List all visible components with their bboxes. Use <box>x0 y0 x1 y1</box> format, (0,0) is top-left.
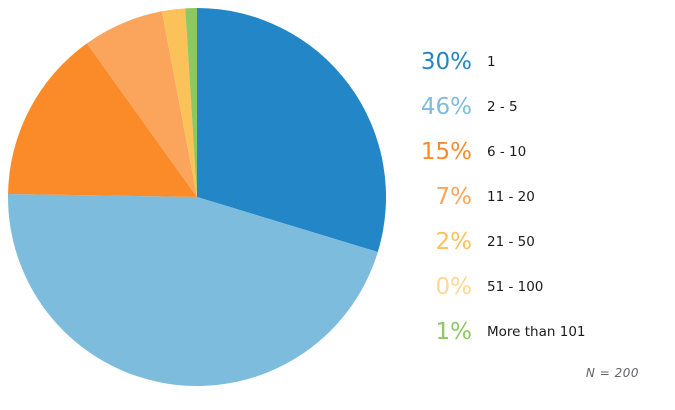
legend-percent: 15% <box>420 139 472 165</box>
pie-slice-1 <box>197 8 387 253</box>
pie-slice-2-5 <box>7 194 378 387</box>
legend-label: 1 <box>487 53 496 70</box>
legend-label: 51 - 100 <box>487 278 544 295</box>
legend: 30% 1 46% 2 - 5 15% 6 - 10 7% 11 - 20 2% 21 - 50 0… <box>408 40 586 355</box>
legend-label: 6 - 10 <box>487 143 527 160</box>
legend-row: 46% 2 - 5 <box>408 85 586 130</box>
legend-percent: 46% <box>420 94 472 120</box>
legend-row: 30% 1 <box>408 40 586 85</box>
pie-chart-area <box>7 8 387 387</box>
legend-label: 21 - 50 <box>487 233 535 250</box>
legend-row: 0% 51 - 100 <box>408 265 586 310</box>
legend-row: 1% More than 101 <box>408 310 586 355</box>
legend-row: 15% 6 - 10 <box>408 130 586 175</box>
legend-label: More than 101 <box>487 323 586 340</box>
pie-slice-more-than-101 <box>185 8 197 197</box>
pie-slice-11-20 <box>86 11 197 198</box>
legend-percent: 30% <box>420 49 472 75</box>
legend-label: 2 - 5 <box>487 98 518 115</box>
legend-percent: 1% <box>435 319 473 345</box>
legend-row: 2% 21 - 50 <box>408 220 586 265</box>
legend-label: 11 - 20 <box>487 188 535 205</box>
legend-percent: 7% <box>435 184 473 210</box>
sample-size-note: N = 200 <box>585 366 639 380</box>
legend-percent: 0% <box>435 274 473 300</box>
legend-percent: 2% <box>435 229 473 255</box>
pie-chart <box>7 8 387 387</box>
pie-slice-21-50 <box>161 8 197 198</box>
legend-row: 7% 11 - 20 <box>408 175 586 220</box>
pie-slice-6-10 <box>8 43 197 197</box>
